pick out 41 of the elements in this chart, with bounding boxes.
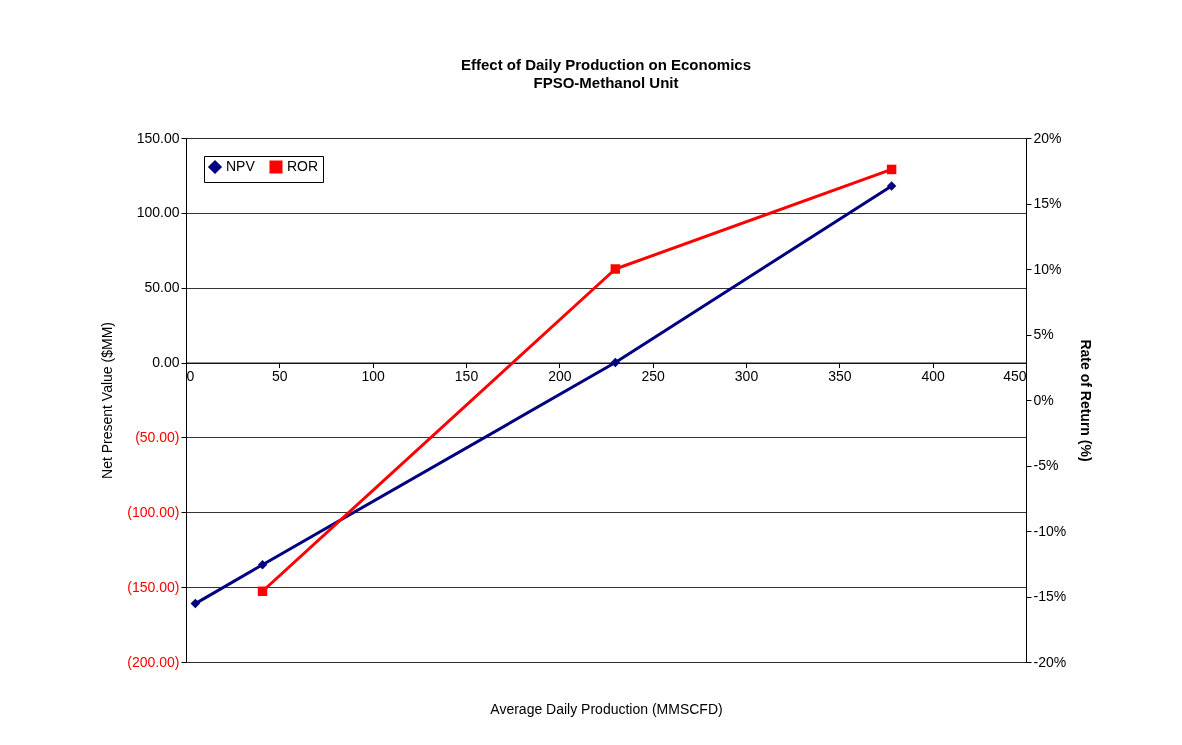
x-tick-label: 0 [186,368,195,385]
x-tick-label: 200 [548,368,572,385]
y-axis-title: Net Present Value ($MM) [99,322,116,479]
point [886,181,897,191]
point [886,164,897,175]
y-tick-label: 100.00 [136,204,180,221]
y-tick-label: (50.00) [135,428,180,445]
chart-title: Effect of Daily Production on Economics [460,56,752,73]
point [257,586,268,596]
y-tick-label: 0.00 [152,354,180,371]
y2-tick-label: -15% [1033,588,1067,604]
x-tick-label: 350 [828,368,852,385]
y2-tick-label: -5% [1033,457,1059,473]
y2-tick-label: 15% [1033,195,1062,211]
x-tick-label: 150 [454,368,479,385]
point [257,559,268,570]
y2-axis-title: Rate of Return (%) [1078,339,1095,462]
point [610,264,621,274]
x-tick-label: 450 [1003,368,1027,385]
y-tick-label: (150.00) [127,578,180,595]
y2-tick-label: -20% [1033,653,1067,670]
y-tick-label: (100.00) [127,503,180,520]
y2-tick-label: 10% [1033,260,1062,277]
x-tick-label: 300 [734,368,759,385]
y2-tick-label: 20% [1033,129,1062,146]
y-tick-label: 150.00 [136,129,180,146]
point [610,357,621,368]
y-tick-label: (200.00) [127,653,180,670]
x-tick-label: 400 [921,368,946,385]
y2-tick-label: 0% [1033,391,1054,408]
y-tick-label: 50.00 [144,279,180,296]
x-tick-label: 250 [641,368,666,385]
x-tick-label: 100 [361,368,386,385]
legend-label: NPV [226,158,256,174]
y2-tick-label: -10% [1033,522,1067,539]
y2-tick-label: 5% [1033,326,1054,342]
x-tick-label: 50 [272,368,288,385]
legend-label: ROR [287,158,319,174]
chart-subtitle: FPSO-Methanol Unit [533,74,679,91]
point [190,598,201,609]
x-axis-title: Average Daily Production (MMSCFD) [490,700,723,717]
